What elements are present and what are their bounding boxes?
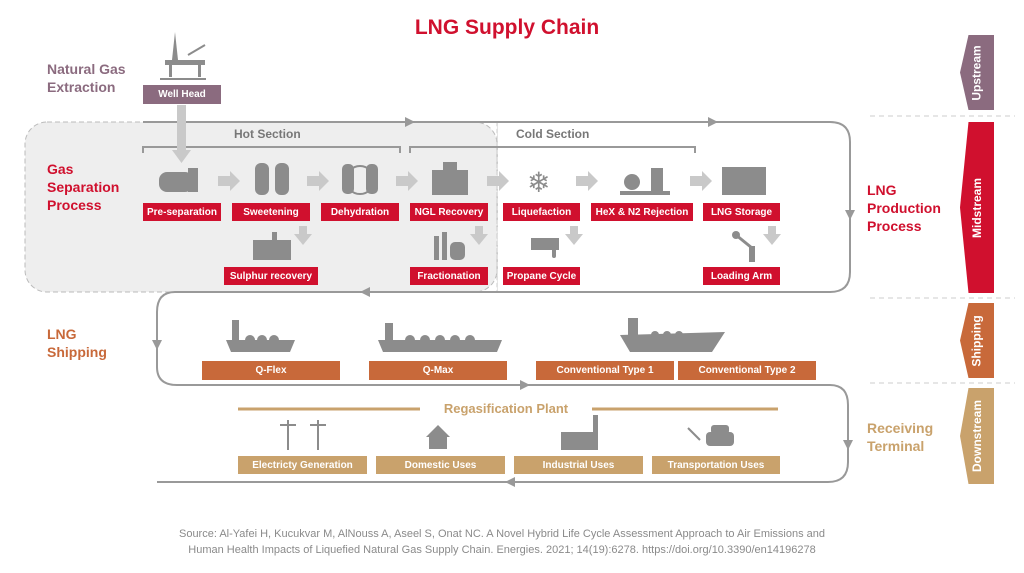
vessel-box: Q-Max <box>369 361 507 380</box>
separator-icon <box>159 168 198 192</box>
lng-ship-icon <box>226 320 295 352</box>
cold-section-label: Cold Section <box>516 127 590 141</box>
vessel-box: Conventional Type 2 <box>678 361 816 380</box>
loading-arm-icon <box>732 231 755 262</box>
storage-tanks-icon <box>722 167 766 195</box>
fractionation-icon <box>434 232 465 260</box>
source-citation-line-1: Source: Al-Yafei H, Kucukvar M, AlNouss … <box>178 528 826 540</box>
shipping-tab: Shipping <box>960 303 994 378</box>
sulphur-plant-icon <box>253 232 291 260</box>
process-box: Sweetening <box>232 203 310 221</box>
ngl-recovery-icon <box>432 162 468 195</box>
electric-car-icon <box>687 425 734 446</box>
upstream-tab: Upstream <box>960 35 994 110</box>
process-box: Fractionation <box>410 267 488 285</box>
lng-shipping-label: LNG Shipping <box>47 326 107 360</box>
lng-ship-icon <box>620 318 725 352</box>
hot-section-label: Hot Section <box>234 127 301 141</box>
icons: ❄ <box>159 32 766 450</box>
midstream-tab: Midstream <box>960 122 994 293</box>
flow-path <box>142 121 851 483</box>
process-box: HeX & N2 Rejection <box>591 203 693 221</box>
receiving-terminal-label: Receiving Terminal <box>867 420 934 454</box>
use-box: Industrial Uses <box>514 456 643 474</box>
process-box: Dehydration <box>321 203 399 221</box>
well-head-box: Well Head <box>143 85 221 104</box>
use-box: Transportation Uses <box>652 456 780 474</box>
svg-text:❄: ❄ <box>527 167 550 198</box>
factory-icon <box>561 415 598 450</box>
process-box: Sulphur recovery <box>224 267 318 285</box>
process-arrows <box>172 105 781 245</box>
use-box: Domestic Uses <box>376 456 505 474</box>
sweetening-towers-icon <box>255 163 289 195</box>
vessel-box: Conventional Type 1 <box>536 361 674 380</box>
vessel-box: Q-Flex <box>202 361 340 380</box>
house-icon <box>426 425 450 449</box>
regasification-plant-label: Regasification Plant <box>443 401 569 416</box>
gas-separation-label: Gas Separation Process <box>47 161 120 213</box>
downstream-tab: Downstream <box>960 388 994 484</box>
power-lines-icon <box>280 420 326 450</box>
dehydration-icon <box>342 164 378 195</box>
page-title: LNG Supply Chain <box>414 16 600 39</box>
source-citation-line-2: Human Health Impacts of Liquefied Natura… <box>188 544 816 556</box>
process-box: NGL Recovery <box>410 203 488 221</box>
use-box: Electricty Generation <box>238 456 367 474</box>
process-box: Liquefaction <box>503 203 580 221</box>
natural-gas-extraction-label: Natural Gas Extraction <box>47 61 126 95</box>
process-box: Pre-separation <box>143 203 221 221</box>
process-box: Loading Arm <box>703 267 780 285</box>
snowflake-icon: ❄ <box>527 167 550 198</box>
process-box: LNG Storage <box>703 203 780 221</box>
process-box: Propane Cycle <box>503 267 580 285</box>
hex-rejection-icon <box>620 168 670 195</box>
lng-production-label: LNG Production Process <box>867 182 941 234</box>
oil-rig-icon <box>160 32 206 80</box>
lng-ship-icon <box>378 323 502 352</box>
propane-cycle-icon <box>531 238 559 258</box>
